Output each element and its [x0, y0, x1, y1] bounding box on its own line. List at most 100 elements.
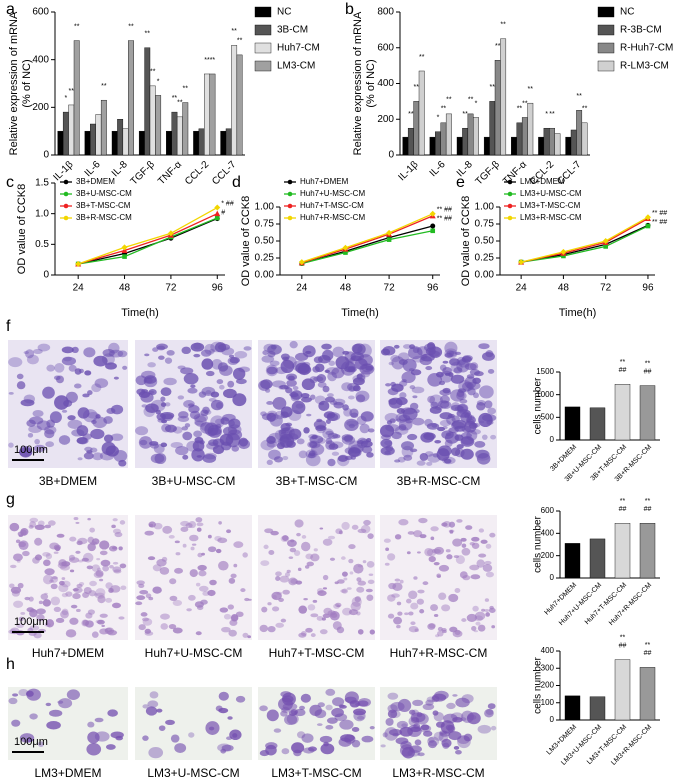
cell — [16, 623, 24, 629]
cell — [36, 614, 45, 622]
cell — [61, 346, 74, 354]
cell — [410, 602, 419, 610]
cell — [403, 454, 413, 461]
cell — [152, 564, 162, 572]
cell — [227, 380, 235, 388]
cell — [424, 547, 434, 557]
cell — [305, 553, 314, 560]
cell — [365, 588, 373, 593]
cell — [221, 744, 234, 752]
y-tick-label: 0 — [43, 150, 49, 161]
cell — [186, 608, 192, 612]
cell — [362, 560, 367, 564]
y-tick-label: 200 — [377, 114, 394, 125]
cell — [95, 619, 103, 624]
cell — [141, 370, 156, 380]
cell — [183, 373, 199, 385]
cell — [326, 717, 338, 724]
cell — [156, 558, 167, 567]
significance: ** — [231, 28, 237, 35]
cell — [34, 537, 43, 546]
legend-label: R-Huh7-CM — [620, 43, 673, 54]
cell — [459, 398, 468, 404]
significance: ** — [522, 100, 528, 107]
cell — [342, 350, 350, 355]
cell — [25, 349, 35, 359]
cell — [321, 617, 326, 621]
bar — [521, 117, 528, 156]
cell — [399, 392, 407, 399]
legend-marker — [287, 215, 293, 221]
cell — [310, 553, 320, 562]
cell — [23, 351, 29, 355]
bar — [543, 127, 550, 156]
cell — [469, 369, 481, 376]
cell — [42, 552, 51, 557]
significance: ** — [620, 498, 626, 505]
cell — [319, 629, 328, 635]
cell — [44, 623, 51, 627]
micrograph-caption: Huh7+R-MSC-CM — [390, 646, 488, 660]
cell — [61, 593, 68, 598]
cell — [399, 579, 404, 584]
significance: * — [545, 111, 548, 118]
y-tick-label: 0.25 — [475, 253, 495, 264]
cell — [200, 409, 209, 417]
cell — [296, 438, 305, 445]
cell — [366, 561, 375, 568]
panel-label: h — [6, 656, 15, 673]
cell — [73, 587, 83, 594]
cell — [75, 521, 80, 524]
cell — [430, 536, 435, 541]
cell — [287, 375, 295, 381]
cell — [442, 387, 451, 394]
cell — [83, 347, 96, 358]
cell — [33, 632, 42, 639]
cell — [476, 452, 491, 465]
cell — [169, 578, 177, 585]
cell — [42, 599, 51, 607]
cell — [322, 428, 335, 440]
legend-marker — [63, 191, 69, 197]
cell — [238, 437, 249, 447]
cell — [59, 580, 65, 586]
cell — [380, 424, 395, 438]
significance: ** — [237, 38, 243, 45]
cell — [203, 452, 217, 460]
cell — [182, 431, 193, 441]
marker — [561, 253, 566, 259]
cell — [276, 591, 283, 595]
cell — [110, 433, 124, 441]
cell — [341, 571, 348, 577]
cell — [316, 723, 323, 727]
cell — [385, 383, 391, 387]
significance: ** — [645, 642, 651, 649]
cell — [181, 426, 189, 431]
cell — [190, 342, 205, 352]
cell — [322, 538, 333, 546]
cell — [331, 367, 345, 379]
cell — [291, 742, 305, 754]
cell — [185, 523, 193, 529]
cell — [140, 612, 148, 617]
bar — [589, 407, 606, 441]
cell — [448, 593, 459, 603]
cell — [211, 359, 223, 370]
y-tick-label: 0 — [550, 573, 555, 582]
y-tick-label: 0.75 — [475, 219, 495, 230]
legend-swatch — [597, 42, 615, 54]
bar — [456, 136, 463, 156]
cell — [260, 560, 270, 567]
cell — [332, 697, 345, 707]
cell — [390, 354, 401, 363]
cell — [456, 356, 466, 366]
cell — [426, 548, 437, 557]
legend-label: 3B-CM — [277, 25, 308, 36]
cell — [380, 744, 386, 748]
cell — [409, 385, 416, 390]
cell — [10, 627, 20, 635]
cell — [335, 602, 342, 608]
significance: ** — [183, 85, 189, 92]
cell — [65, 391, 78, 404]
cell — [160, 613, 170, 620]
